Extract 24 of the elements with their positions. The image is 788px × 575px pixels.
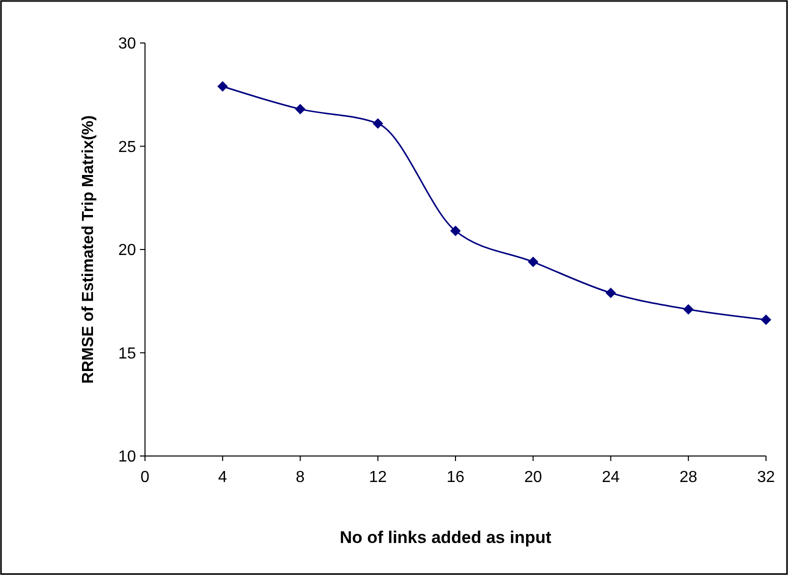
- point: [606, 288, 616, 298]
- x-tick-label: 20: [524, 469, 542, 486]
- x-tick-label: 12: [368, 469, 387, 486]
- point: [528, 256, 538, 268]
- y-tick-label: 25: [118, 138, 136, 156]
- y-tick-label: 20: [118, 242, 136, 260]
- y-tick-label: 15: [118, 345, 136, 362]
- point: [450, 226, 461, 236]
- y-tick-label: 30: [118, 36, 136, 53]
- x-tick-label: 28: [679, 469, 698, 486]
- x-tick-label: 0: [140, 469, 150, 486]
- x-axis-title: No of links added as input: [340, 528, 552, 547]
- point: [683, 304, 694, 315]
- y-axis-title: RRMSE of Estimated Trip Matrix(%): [80, 115, 97, 384]
- x-tick-label: 4: [218, 469, 228, 486]
- x-tick-label: 16: [446, 469, 464, 486]
- point: [217, 81, 228, 92]
- y-tick-label: 10: [118, 448, 136, 466]
- point: [295, 104, 306, 114]
- x-tick-label: 32: [757, 469, 775, 486]
- point: [372, 118, 384, 129]
- x-tick-label: 24: [602, 469, 620, 486]
- x-tick-label: 8: [296, 469, 305, 486]
- point: [760, 314, 772, 325]
